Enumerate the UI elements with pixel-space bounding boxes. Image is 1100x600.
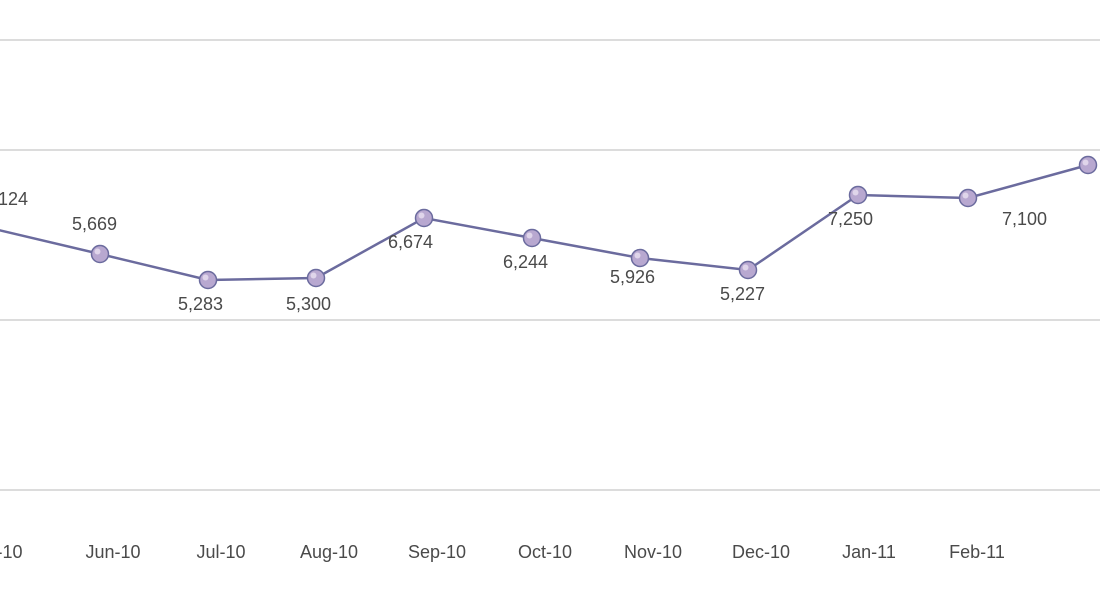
x-axis-label: y-10 <box>0 542 23 562</box>
x-axis-label: Jun-10 <box>85 542 140 562</box>
data-label: 5,300 <box>286 294 331 314</box>
data-label: 5,283 <box>178 294 223 314</box>
data-point <box>850 187 867 204</box>
data-label: 5,227 <box>720 284 765 304</box>
data-label: 5,669 <box>72 214 117 234</box>
data-label: 6,244 <box>503 252 548 272</box>
x-axis-label: Jul-10 <box>196 542 245 562</box>
data-point <box>308 270 325 287</box>
x-axis-label: Nov-10 <box>624 542 682 562</box>
data-label: 5,926 <box>610 267 655 287</box>
chart-svg: 124 5,669 5,283 5,300 6,674 6,244 5,926 5,227 7,… <box>0 0 1100 600</box>
data-label: 124 <box>0 189 28 209</box>
x-axis-label: Oct-10 <box>518 542 572 562</box>
x-axis-label: Jan-11 <box>842 542 896 562</box>
x-axis-label: Sep-10 <box>408 542 466 562</box>
data-label: 6,674 <box>388 232 433 252</box>
data-point <box>92 246 109 263</box>
data-point <box>740 262 757 279</box>
data-label: 7,100 <box>1002 209 1047 229</box>
x-axis-label: Aug-10 <box>300 542 358 562</box>
data-point <box>960 190 977 207</box>
x-axis-label: Dec-10 <box>732 542 790 562</box>
data-point <box>416 210 433 227</box>
line-chart: 124 5,669 5,283 5,300 6,674 6,244 5,926 5,227 7,… <box>0 0 1100 600</box>
data-point <box>524 230 541 247</box>
data-point <box>200 272 217 289</box>
data-point <box>632 250 649 267</box>
data-label: 7,250 <box>828 209 873 229</box>
data-point <box>1080 157 1097 174</box>
x-axis-label: Feb-11 <box>949 542 1005 562</box>
